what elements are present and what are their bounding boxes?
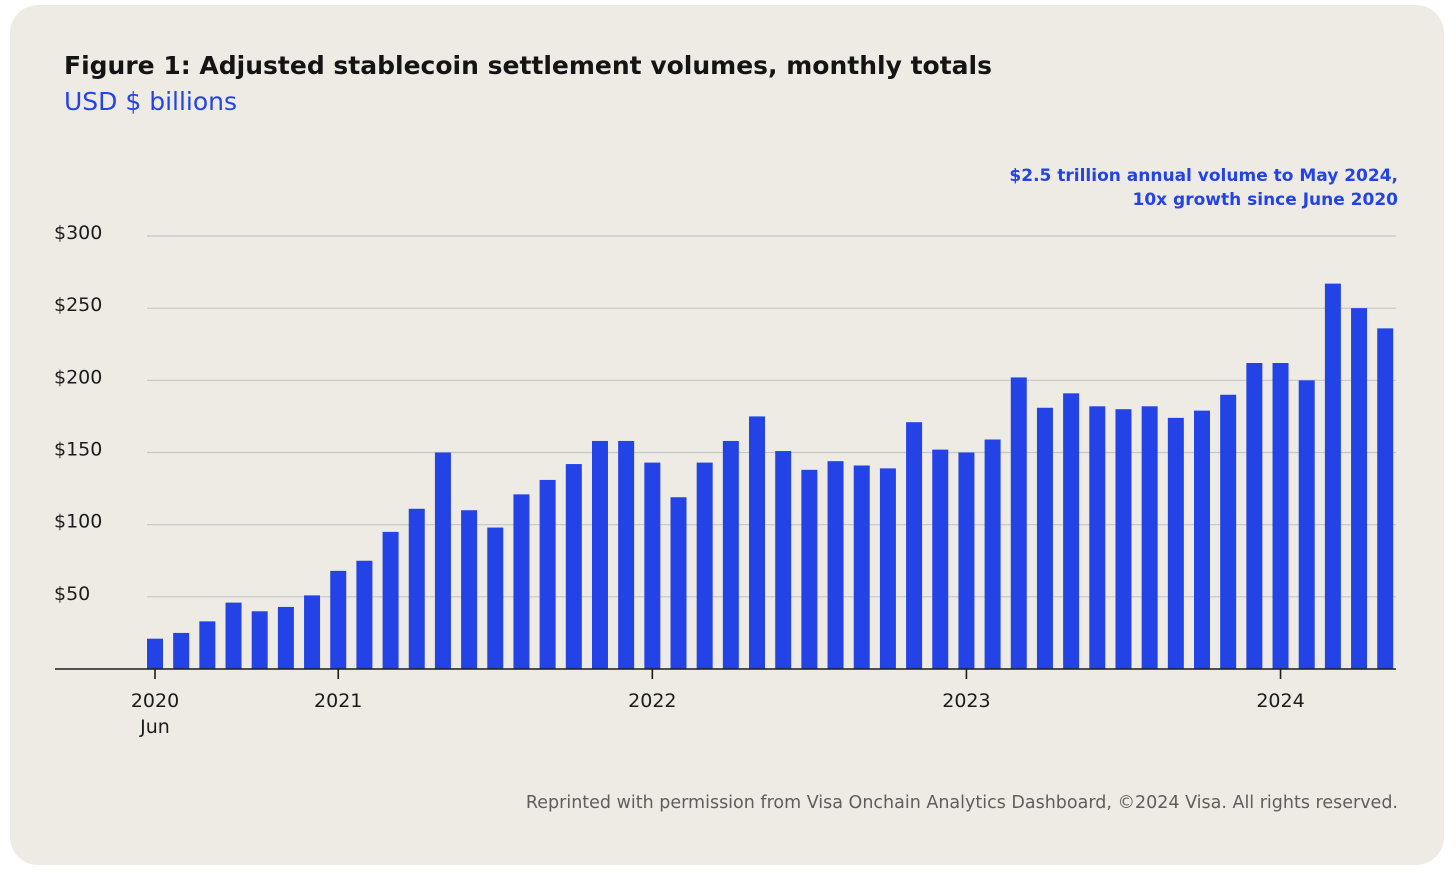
bar [696,462,713,669]
bar [434,452,451,669]
bar [1089,406,1106,669]
x-tick-label: 2023 [942,690,990,712]
bar [722,440,739,669]
bar [173,632,190,669]
bar [1377,328,1394,669]
bar [1010,377,1027,669]
bar [618,440,635,669]
y-tick-label: $300 [54,222,102,244]
chart-subtitle: USD $ billions [64,87,238,116]
bar [408,508,425,669]
bar [1298,380,1315,669]
bar [801,469,818,669]
bar [277,606,294,669]
x-tick-label: 2020 [131,690,179,712]
gridlines [147,235,1396,598]
bar [1272,363,1289,669]
bar [461,510,478,669]
bar [539,479,556,669]
bar [225,602,242,669]
y-tick-label: $200 [54,366,102,388]
bar [304,595,321,669]
bar [1063,393,1080,669]
chart-annotation: $2.5 trillion annual volume to May 2024,… [1009,164,1398,212]
bar [1036,407,1053,669]
source-footer: Reprinted with permission from Visa Onch… [525,793,1398,813]
axes: $50 $100 $150 $200 $250 $300 2020 Jun 2021 2022 20… [54,222,1396,738]
bar [853,465,870,669]
bar [932,449,949,669]
x-tick-label: 2021 [314,690,362,712]
bar [775,451,792,669]
bar [749,416,766,669]
bar [1351,308,1368,669]
x-tick-label: 2022 [628,690,676,712]
y-tick-label: $100 [54,511,102,533]
bar [984,439,1001,669]
bar [1115,409,1132,669]
x-tick-sublabel: Jun [139,716,170,738]
bar [382,531,399,669]
bar [1220,394,1237,669]
chart-title: Figure 1: Adjusted stablecoin settlement… [64,51,992,80]
bar [1246,363,1263,669]
bar [670,497,687,669]
y-tick-label: $250 [54,294,102,316]
bar [147,638,163,669]
annotation-line-1: $2.5 trillion annual volume to May 2024, [1009,166,1398,186]
bar [1141,406,1158,669]
bar [565,464,582,669]
bar [251,611,268,669]
bar [827,461,844,669]
bar [199,621,216,669]
bar [330,570,347,669]
bar [513,494,530,669]
bars [147,283,1394,669]
bar [1324,283,1341,669]
x-tick-label: 2024 [1256,690,1304,712]
bar [906,422,923,669]
y-tick-label: $50 [54,583,90,605]
bar [1167,417,1184,669]
y-tick-label: $150 [54,439,102,461]
bar [356,560,373,669]
bar [958,452,975,669]
bar [1194,410,1210,669]
bar [591,440,608,669]
bar [487,527,504,669]
bar [879,468,896,669]
bar [644,462,661,669]
annotation-line-2: 10x growth since June 2020 [1132,190,1399,210]
